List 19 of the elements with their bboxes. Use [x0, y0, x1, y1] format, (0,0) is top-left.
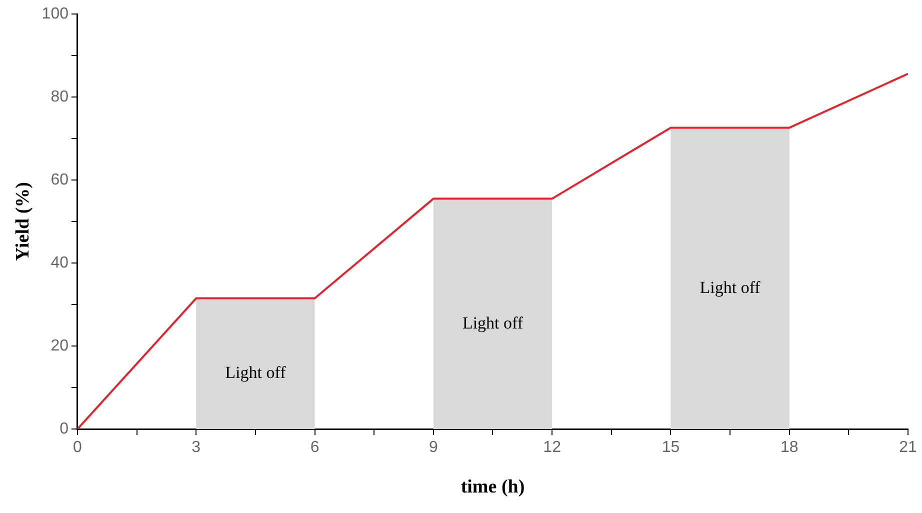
x-tick-label: 9	[428, 439, 438, 456]
x-axis-title: time (h)	[460, 476, 525, 498]
y-tick-label: 40	[50, 254, 69, 272]
y-tick-label: 80	[50, 88, 69, 106]
x-tick-label: 18	[780, 439, 798, 456]
x-tick-label: 12	[543, 439, 562, 456]
x-tick-label: 3	[192, 439, 201, 456]
y-tick-label: 60	[50, 171, 69, 188]
y-tick-label: 100	[42, 5, 69, 22]
y-tick-label: 20	[50, 337, 69, 354]
y-tick-label: 0	[60, 420, 69, 438]
band-label: Light off	[700, 278, 761, 297]
band-label: Light off	[225, 363, 286, 382]
x-tick-label: 0	[73, 439, 82, 456]
y-axis-title: Yield (%)	[12, 182, 34, 261]
x-tick-label: 21	[899, 439, 917, 456]
x-tick-label: 6	[310, 439, 320, 456]
band-label: Light off	[462, 313, 524, 332]
x-tick-label: 15	[662, 439, 680, 456]
